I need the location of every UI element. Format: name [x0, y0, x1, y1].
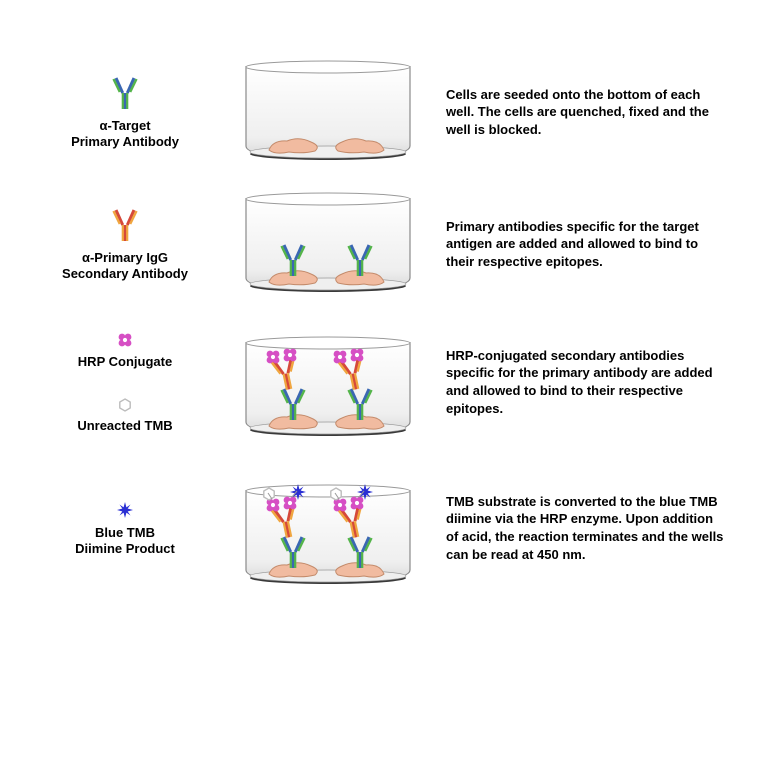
legend-label: α-Target Primary Antibody [71, 118, 179, 151]
step-desc-4: TMB substrate is converted to the blue T… [446, 493, 724, 563]
well-step-4 [228, 468, 428, 588]
blue-tmb-icon [115, 499, 135, 521]
unreacted-tmb-icon [117, 396, 133, 414]
step-desc-3: HRP-conjugated secondary antibodies spec… [446, 347, 724, 417]
legend-blue-tmb: Blue TMB Diimine Product [40, 499, 210, 558]
step-row-3: HRP Conjugate Unreacted TMB [40, 324, 724, 440]
well-step-3 [228, 324, 428, 440]
well-step-1 [228, 60, 428, 164]
elisa-diagram: α-Target Primary Antibody Cells are seed… [0, 0, 764, 628]
step-row-1: α-Target Primary Antibody Cells are seed… [40, 60, 724, 164]
well-step-2 [228, 192, 428, 296]
legend-primary-ab: α-Target Primary Antibody [40, 74, 210, 151]
step-row-4: Blue TMB Diimine Product [40, 468, 724, 588]
legend-label: HRP Conjugate [78, 354, 172, 370]
secondary-antibody-icon [110, 206, 140, 246]
legend-secondary-ab: α-Primary IgG Secondary Antibody [40, 206, 210, 283]
legend-label: α-Primary IgG Secondary Antibody [62, 250, 188, 283]
primary-antibody-icon [110, 74, 140, 114]
legend-label: Unreacted TMB [77, 418, 172, 434]
step-desc-2: Primary antibodies specific for the targ… [446, 218, 724, 271]
legend-hrp-and-tmb: HRP Conjugate Unreacted TMB [40, 330, 210, 435]
step-row-2: α-Primary IgG Secondary Antibody Primary… [40, 192, 724, 296]
hrp-conjugate-icon [116, 330, 134, 350]
step-desc-1: Cells are seeded onto the bottom of each… [446, 86, 724, 139]
legend-label: Blue TMB Diimine Product [75, 525, 175, 558]
